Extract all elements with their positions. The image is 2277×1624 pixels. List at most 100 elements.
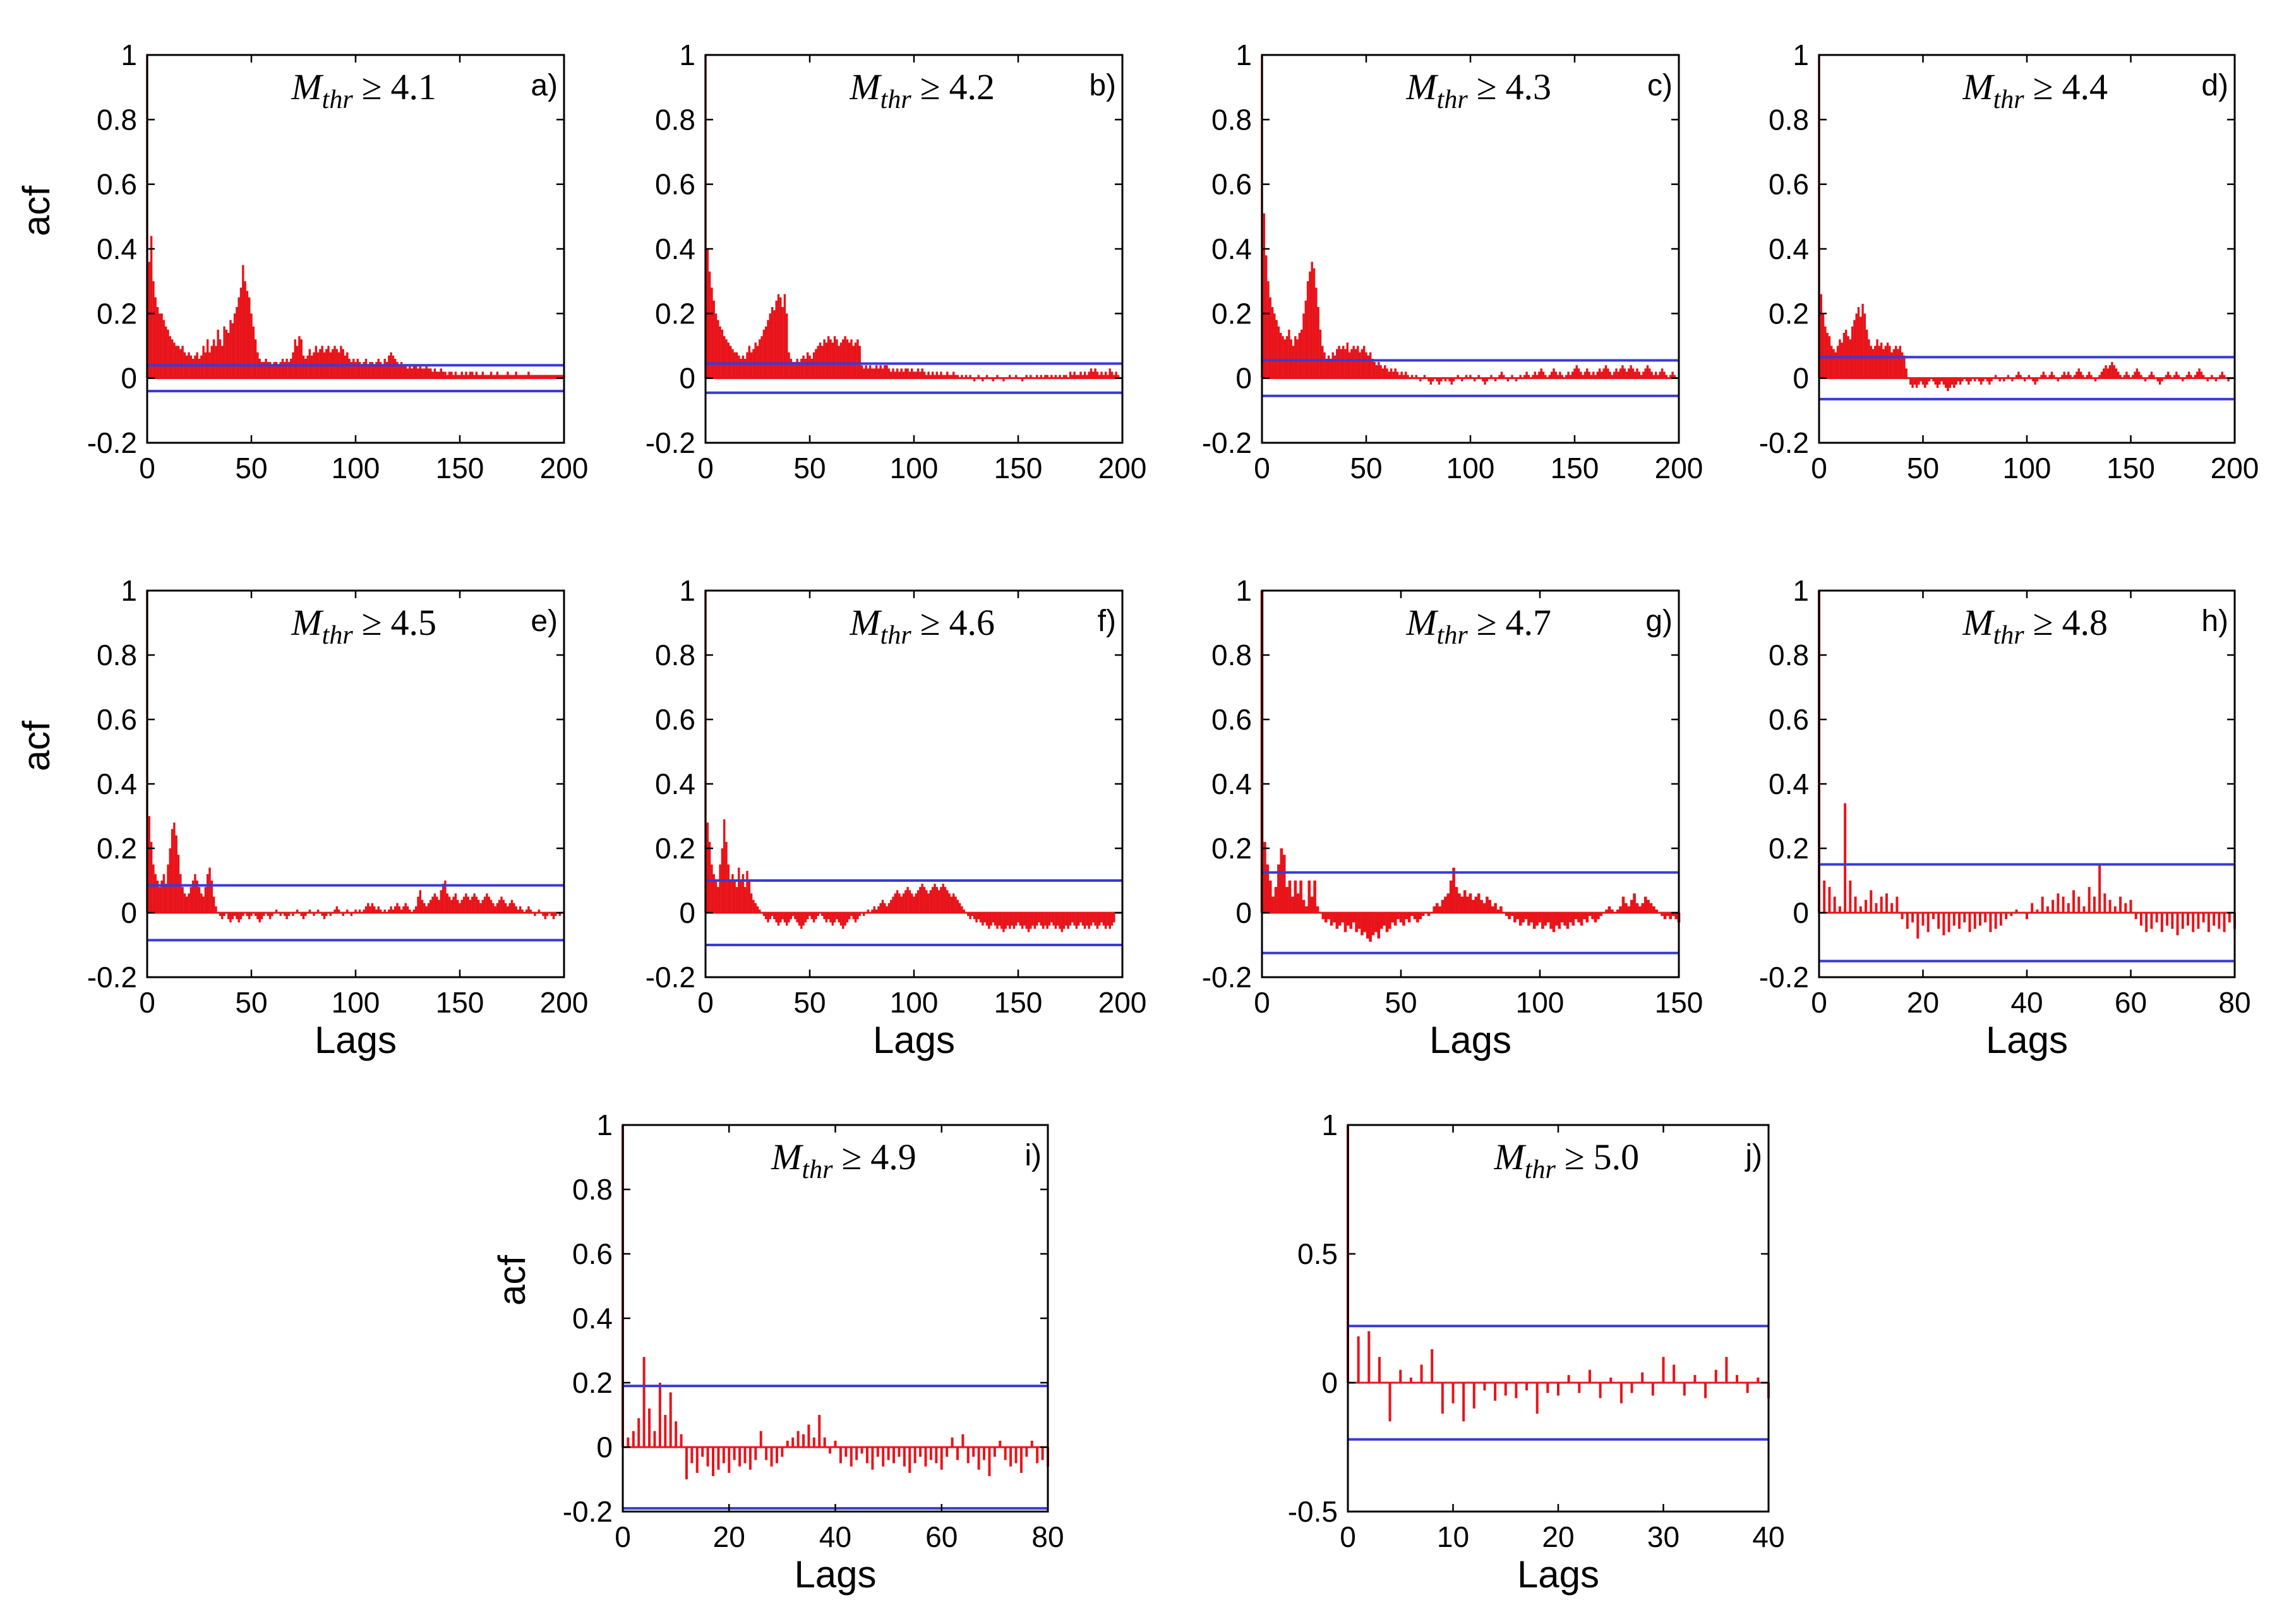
acf-bar (1525, 371, 1528, 378)
acf-bar (1915, 378, 1918, 388)
acf-bar (229, 320, 232, 378)
acf-bar (150, 236, 153, 378)
acf-bar (1108, 368, 1111, 378)
acf-bar (400, 362, 403, 378)
panel-title: Mthr ≥4.4 (1962, 66, 2108, 114)
acf-bar (1292, 346, 1295, 378)
acf-bar (1361, 913, 1364, 935)
acf-bar (1596, 371, 1599, 378)
title-threshold-value: 4.3 (1506, 66, 1552, 107)
acf-bar (908, 1447, 911, 1473)
acf-bar (352, 358, 355, 378)
acf-bar (717, 320, 719, 378)
acf-bar (2198, 368, 2201, 378)
acf-bar (1071, 375, 1074, 378)
acf-bar (1035, 913, 1038, 926)
acf-bar (456, 899, 459, 913)
acf-bar (884, 903, 886, 913)
acf-bar (748, 346, 751, 378)
acf-bar (836, 339, 838, 378)
acf-bar (1961, 378, 1964, 382)
acf-bar (212, 896, 215, 913)
acf-bar (779, 913, 782, 923)
acf-bar (1341, 913, 1344, 923)
acf-bar (1855, 313, 1858, 378)
panel-letter: j) (1744, 1139, 1762, 1172)
acf-bar (846, 339, 849, 378)
acf-bar (706, 822, 709, 913)
acf-bar (714, 881, 718, 913)
y-tick-label: 0 (1321, 1366, 1338, 1399)
acf-bar (494, 906, 496, 913)
acf-bar (838, 346, 840, 378)
acf-bar (1399, 913, 1403, 923)
acf-bar (990, 913, 992, 926)
acf-bar (769, 913, 772, 920)
acf-bar (1266, 864, 1270, 913)
acf-bar (956, 1447, 959, 1460)
acf-bar (1567, 1374, 1570, 1383)
acf-bar (794, 362, 796, 378)
acf-bar (315, 346, 318, 378)
acf-bar (1313, 268, 1316, 378)
y-tick-label: 0.4 (1211, 232, 1252, 265)
acf-bar (1056, 913, 1059, 926)
acf-bar (1473, 378, 1476, 382)
acf-bar (517, 909, 520, 913)
acf-bar (2082, 906, 2086, 913)
acf-bar (855, 1447, 858, 1460)
acf-bar (985, 375, 988, 378)
acf-bar (1999, 913, 2002, 926)
panel-title: Mthr ≥4.5 (291, 602, 436, 650)
acf-bar (1736, 1374, 1739, 1383)
acf-bar (1635, 903, 1639, 913)
acf-bar (935, 371, 939, 378)
x-tick-label: 40 (2010, 986, 2043, 1019)
acf-bar (1277, 326, 1280, 378)
acf-bar (1832, 349, 1835, 378)
acf-bar (798, 913, 801, 926)
acf-bar (2113, 906, 2117, 913)
acf-bar (412, 365, 416, 378)
title-relation: ≥ (1565, 1136, 1585, 1177)
acf-bar (746, 352, 748, 378)
acf-bar (2010, 913, 2013, 917)
acf-bar (1291, 896, 1294, 913)
acf-bar (856, 913, 859, 920)
acf-bar (973, 378, 976, 382)
title-threshold-value: 4.4 (2062, 66, 2108, 107)
acf-bar (460, 899, 464, 913)
y-tick-label: 1 (121, 39, 137, 71)
acf-bar (1304, 300, 1307, 378)
acf-bar (167, 864, 169, 913)
acf-bar (2223, 375, 2226, 378)
acf-bar (1102, 375, 1105, 378)
acf-bar (162, 874, 165, 913)
x-tick-label: 0 (1340, 1520, 1356, 1553)
acf-bar (1899, 346, 1902, 378)
y-tick-label: 0 (1235, 896, 1252, 929)
acf-bar (1011, 913, 1013, 926)
acf-bar (1472, 899, 1475, 913)
x-tick-label: 200 (1655, 452, 1703, 484)
acf-bar (781, 1447, 784, 1457)
acf-bar (892, 896, 894, 913)
acf-bar (791, 1437, 795, 1447)
acf-bar (1839, 339, 1841, 378)
acf-bar (398, 365, 401, 378)
acf-bar (796, 358, 798, 378)
acf-bar (1628, 368, 1630, 378)
acf-bar (350, 362, 353, 378)
acf-bar (1407, 913, 1411, 923)
acf-bar (1865, 899, 1868, 913)
acf-bar (552, 375, 555, 378)
acf-bar (258, 358, 261, 378)
acf-bar (1271, 896, 1275, 913)
acf-bar (733, 881, 736, 913)
acf-bar (1986, 378, 1989, 382)
acf-bar (367, 365, 369, 378)
y-tick-label: 0 (596, 1431, 613, 1464)
acf-bar (1567, 371, 1570, 378)
acf-bar (189, 355, 193, 378)
